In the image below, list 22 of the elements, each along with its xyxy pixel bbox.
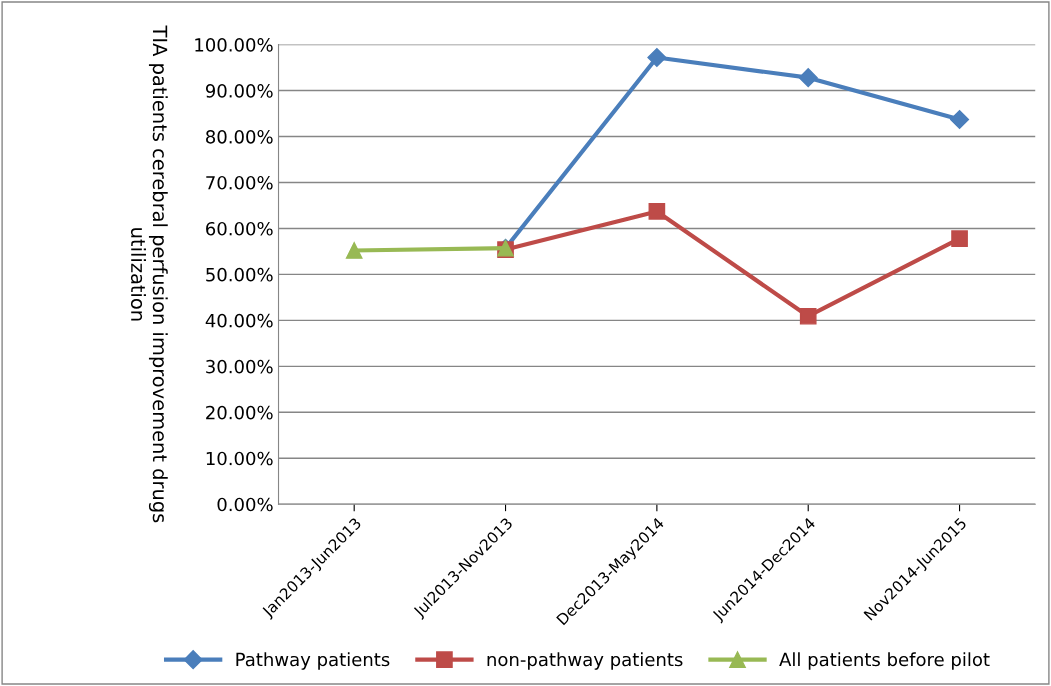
point [798, 68, 818, 88]
point [647, 47, 667, 67]
legend-label: All patients before pilot [779, 652, 990, 670]
y-tick-label: 50.00% [206, 267, 273, 282]
y-tick-label: 30.00% [206, 359, 273, 374]
point [950, 109, 970, 130]
y-tick-label: 70.00% [206, 175, 273, 190]
y-tick-label: 90.00% [205, 84, 273, 98]
y-tick-label: 60.00% [206, 221, 273, 236]
y-axis-title: TIA patients cerebral perfusion improvement drugs utilization [130, 25, 168, 523]
point [799, 307, 817, 325]
y-tick-label: 0.00% [217, 497, 273, 512]
y-tick-label: 80.00% [206, 129, 273, 144]
y-tick-label: 100.00% [195, 38, 273, 52]
y-tick-label: 20.00% [206, 405, 273, 420]
point [648, 203, 666, 220]
legend-label: non-pathway patients [487, 652, 683, 670]
y-tick-label: 10.00% [206, 451, 273, 466]
point [951, 230, 968, 247]
point [345, 242, 363, 259]
y-tick-label: 40.00% [205, 313, 273, 328]
legend-label: Pathway patients [236, 652, 390, 670]
